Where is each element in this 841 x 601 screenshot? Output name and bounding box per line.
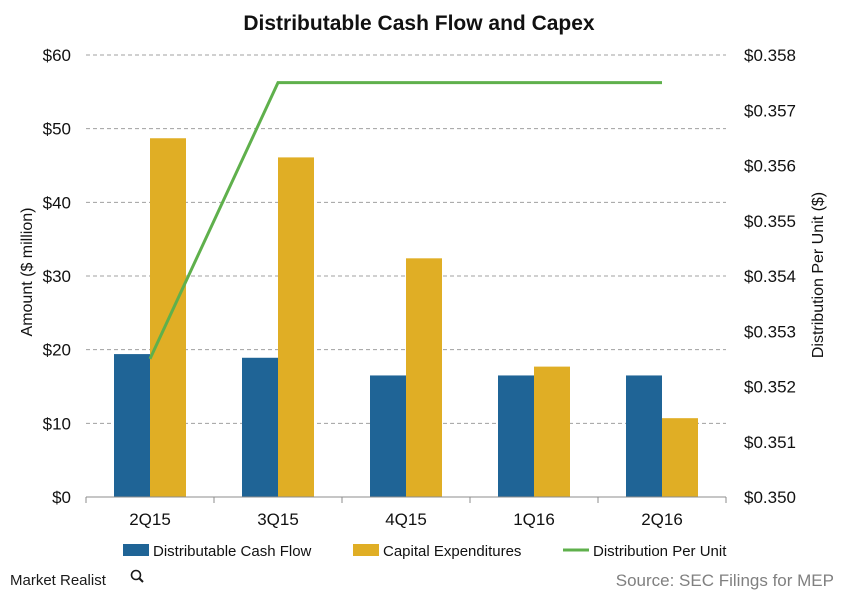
capital-expenditures-bar <box>662 418 698 497</box>
legend-label: Capital Expenditures <box>383 543 521 560</box>
legend-swatch <box>353 544 379 556</box>
legend-label: Distributable Cash Flow <box>153 543 312 560</box>
right-y-axis: $0.350 $0.351 $0.352 $0.353 $0.354 $0.355 $0.3… <box>744 46 796 507</box>
y2-tick-label: $0.356 <box>744 157 796 176</box>
distributable-cash-flow-bar <box>242 357 278 497</box>
y-tick-label: $20 <box>43 341 71 360</box>
y2-tick-label: $0.354 <box>744 267 796 286</box>
source-note: Source: SEC Filings for MEP <box>616 571 834 590</box>
x-axis: 2Q15 3Q15 4Q15 1Q16 2Q16 <box>85 496 727 529</box>
y-tick-label: $50 <box>43 120 71 139</box>
capital-expenditures-bar <box>278 157 314 497</box>
distributable-cash-flow-bar <box>498 375 534 497</box>
x-tick-label: 1Q16 <box>513 510 555 529</box>
y-tick-label: $60 <box>43 46 71 65</box>
distributable-cash-flow-bar <box>114 354 150 497</box>
y2-tick-label: $0.351 <box>744 433 796 452</box>
legend-swatch <box>123 544 149 556</box>
capital-expenditures-bar <box>406 258 442 497</box>
distributable-cash-flow-bar <box>626 375 662 497</box>
bars-layer <box>114 138 698 497</box>
y2-tick-label: $0.358 <box>744 46 796 65</box>
x-tick-label: 4Q15 <box>385 510 427 529</box>
x-tick-label: 2Q15 <box>129 510 171 529</box>
distribution-per-unit-line <box>148 81 662 360</box>
brand-name: Market Realist <box>10 572 107 589</box>
distributable-cash-flow-bar <box>370 375 406 497</box>
magnifier-icon <box>130 569 144 583</box>
y2-tick-label: $0.352 <box>744 378 796 397</box>
legend: Distributable Cash Flow Capital Expenditu… <box>123 543 727 560</box>
brand-logo: Market Realist <box>10 569 144 589</box>
y2-tick-label: $0.350 <box>744 488 796 507</box>
y2-tick-label: $0.353 <box>744 322 796 341</box>
y2-axis-label: Distribution Per Unit ($) <box>810 192 827 358</box>
y2-tick-label: $0.355 <box>744 212 796 231</box>
legend-label: Distribution Per Unit <box>593 543 727 560</box>
x-tick-label: 2Q16 <box>641 510 683 529</box>
grid-layer <box>86 54 726 424</box>
x-tick-label: 3Q15 <box>257 510 299 529</box>
chart-title: Distributable Cash Flow and Capex <box>243 12 595 35</box>
y-axis-label: Amount ($ million) <box>19 208 36 337</box>
y-tick-label: $40 <box>43 193 71 212</box>
line-layer <box>148 81 662 360</box>
y-tick-label: $10 <box>43 414 71 433</box>
capital-expenditures-bar <box>534 366 570 497</box>
y2-tick-label: $0.357 <box>744 101 796 120</box>
y-tick-label: $30 <box>43 267 71 286</box>
y-tick-label: $0 <box>52 488 71 507</box>
left-y-axis: $0 $10 $20 $30 $40 $50 $60 <box>43 46 71 507</box>
